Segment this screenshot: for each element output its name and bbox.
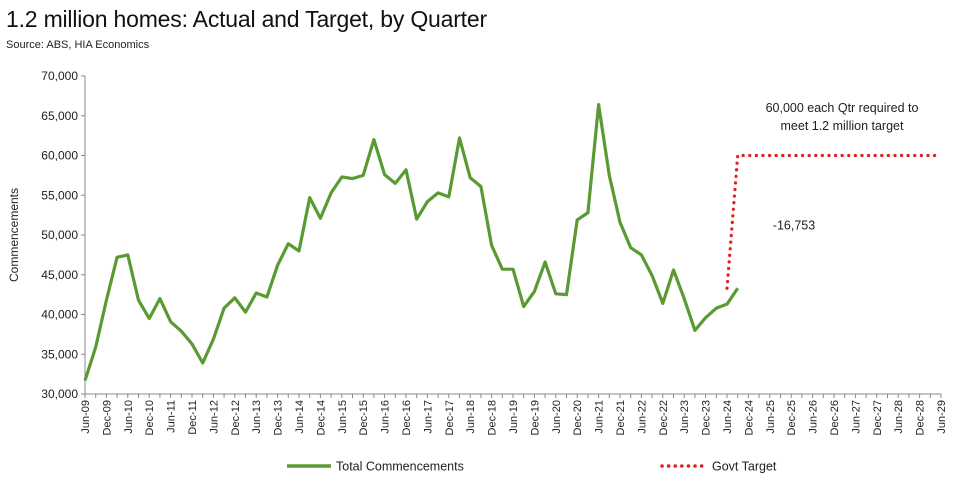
y-tick-label: 55,000 [41, 188, 78, 202]
x-tick-label: Dec-24 [743, 400, 755, 435]
x-tick-label: Dec-22 [658, 400, 670, 435]
x-tick-label: Dec-16 [401, 400, 413, 435]
x-tick-label: Jun-27 [850, 400, 862, 434]
x-tick-label: Jun-19 [508, 400, 520, 434]
y-tick-label: 65,000 [41, 109, 78, 123]
x-tick-label: Dec-11 [187, 400, 199, 435]
x-tick-label: Dec-18 [487, 400, 499, 435]
y-tick-label: 70,000 [41, 69, 78, 83]
y-tick-label: 35,000 [41, 347, 78, 361]
x-tick-label: Jun-13 [251, 400, 263, 434]
x-tick-label: Dec-19 [529, 400, 541, 435]
x-tick-label: Dec-17 [444, 400, 456, 435]
chart-title: 1.2 million homes: Actual and Target, by… [6, 6, 487, 32]
x-tick-label: Jun-23 [679, 400, 691, 434]
x-tick-label: Jun-17 [422, 400, 434, 434]
x-tick-label: Jun-16 [380, 400, 392, 434]
x-tick-label: Jun-12 [208, 400, 220, 434]
x-tick-label: Dec-21 [615, 400, 627, 435]
series-line-govt-target [725, 153, 943, 290]
x-tick-label: Dec-23 [701, 400, 713, 435]
y-tick-label: 45,000 [41, 268, 78, 282]
x-tick-label: Jun-09 [80, 400, 92, 434]
x-tick-label: Jun-29 [936, 400, 948, 434]
x-tick-label: Jun-21 [594, 400, 606, 434]
legend-label-govt-target: Govt Target [712, 460, 777, 474]
x-tick-label: Dec-28 [915, 400, 927, 435]
x-tick-label: Dec-20 [572, 400, 584, 435]
annotation-gap-value: -16,753 [773, 218, 815, 232]
x-tick-label: Dec-27 [872, 400, 884, 435]
y-axis-label: Commencements [7, 188, 21, 282]
x-tick-label: Jun-10 [123, 400, 135, 434]
x-tick-label: Jun-28 [893, 400, 905, 434]
series-line-total-commencements [83, 103, 740, 381]
chart-subtitle: Source: ABS, HIA Economics [6, 39, 150, 51]
x-tick-label: Jun-25 [765, 400, 777, 434]
x-tick-label: Jun-24 [722, 400, 734, 434]
legend-label-total-commencements: Total Commencements [336, 460, 464, 474]
x-tick-label: Jun-18 [465, 400, 477, 434]
x-tick-label: Jun-20 [551, 400, 563, 434]
y-tick-label: 50,000 [41, 228, 78, 242]
x-tick-label: Dec-26 [829, 400, 841, 435]
y-tick-label: 60,000 [41, 149, 78, 163]
x-tick-label: Jun-14 [294, 400, 306, 434]
y-tick-label: 40,000 [41, 308, 78, 322]
x-tick-label: Jun-22 [636, 400, 648, 434]
x-tick-label: Dec-10 [144, 400, 156, 435]
x-tick-label: Jun-15 [337, 400, 349, 434]
annotation-target-note: meet 1.2 million target [781, 119, 905, 133]
y-tick-label: 30,000 [41, 387, 78, 401]
x-tick-label: Dec-13 [273, 400, 285, 435]
x-tick-label: Dec-15 [358, 400, 370, 435]
annotation-target-note: 60,000 each Qtr required to [766, 101, 919, 115]
x-tick-label: Jun-11 [166, 400, 178, 433]
x-tick-label: Dec-09 [101, 400, 113, 435]
x-tick-label: Jun-26 [808, 400, 820, 434]
x-tick-label: Dec-14 [315, 400, 327, 435]
x-tick-label: Dec-12 [230, 400, 242, 435]
x-tick-label: Dec-25 [786, 400, 798, 435]
